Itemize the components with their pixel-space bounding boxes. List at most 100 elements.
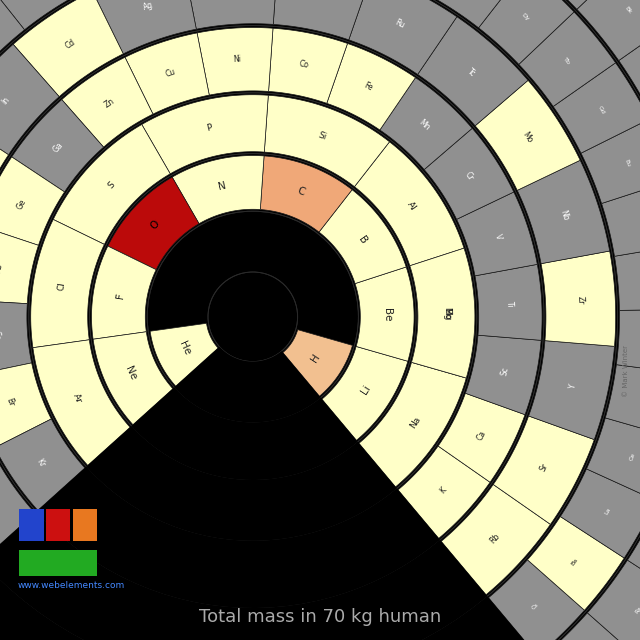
Polygon shape	[264, 95, 390, 187]
Polygon shape	[380, 77, 472, 170]
Polygon shape	[150, 323, 218, 386]
Polygon shape	[553, 63, 640, 153]
Polygon shape	[0, 0, 24, 67]
Text: Gd: Gd	[596, 105, 605, 115]
Polygon shape	[0, 300, 31, 376]
Polygon shape	[493, 416, 595, 524]
Polygon shape	[616, 309, 640, 374]
Polygon shape	[488, 560, 584, 640]
Polygon shape	[586, 418, 640, 500]
Text: Mn: Mn	[417, 118, 432, 132]
Text: F: F	[115, 292, 125, 300]
Polygon shape	[410, 248, 475, 378]
Polygon shape	[0, 363, 51, 447]
Text: Br: Br	[4, 397, 15, 408]
Polygon shape	[355, 142, 464, 266]
Text: H: H	[310, 352, 322, 364]
Polygon shape	[517, 160, 610, 264]
Polygon shape	[479, 0, 574, 65]
Polygon shape	[475, 81, 580, 190]
Polygon shape	[197, 28, 273, 95]
Polygon shape	[319, 189, 406, 284]
Polygon shape	[36, 467, 440, 608]
Text: Co: Co	[299, 59, 310, 70]
Polygon shape	[355, 267, 414, 361]
Text: Li: Li	[359, 383, 372, 396]
Text: Cs: Cs	[531, 602, 540, 611]
Polygon shape	[0, 511, 487, 640]
Text: S: S	[106, 180, 116, 190]
Text: Eu: Eu	[623, 159, 631, 168]
Text: Total mass in 70 kg human: Total mass in 70 kg human	[199, 608, 441, 626]
Text: Ag: Ag	[141, 0, 154, 12]
Text: C: C	[296, 186, 306, 197]
Polygon shape	[410, 248, 475, 378]
Text: Ba: Ba	[571, 557, 579, 566]
Polygon shape	[438, 393, 525, 483]
Polygon shape	[269, 28, 348, 103]
Polygon shape	[605, 365, 640, 439]
Text: Mg: Mg	[442, 307, 451, 320]
Polygon shape	[456, 192, 538, 276]
Polygon shape	[577, 0, 640, 61]
Polygon shape	[12, 100, 104, 192]
Polygon shape	[93, 332, 173, 425]
Polygon shape	[131, 387, 358, 480]
Polygon shape	[398, 446, 490, 538]
Text: In: In	[0, 95, 12, 107]
Text: N: N	[218, 180, 227, 191]
Polygon shape	[541, 251, 616, 346]
Text: Tc: Tc	[465, 67, 477, 78]
Polygon shape	[529, 340, 614, 440]
Polygon shape	[441, 484, 550, 595]
Polygon shape	[125, 33, 209, 114]
Text: B: B	[356, 234, 369, 246]
Polygon shape	[273, 0, 372, 40]
Text: Se: Se	[0, 331, 1, 340]
Text: Ra: Ra	[634, 605, 640, 615]
Text: Mo: Mo	[521, 131, 534, 145]
Bar	[73, 509, 97, 541]
Polygon shape	[0, 44, 60, 155]
Text: Fe: Fe	[362, 81, 374, 93]
Text: Ar: Ar	[71, 392, 83, 405]
Text: Rh: Rh	[312, 0, 324, 1]
Text: V: V	[493, 234, 503, 241]
Polygon shape	[519, 12, 616, 106]
Polygon shape	[61, 58, 153, 147]
Text: Bk: Bk	[624, 5, 633, 15]
Polygon shape	[172, 156, 264, 224]
Polygon shape	[0, 157, 65, 245]
Text: Be: Be	[382, 308, 392, 321]
Text: Cd: Cd	[64, 38, 77, 51]
Text: Dy: Dy	[520, 12, 530, 22]
Bar	[19, 509, 44, 541]
Polygon shape	[0, 0, 69, 30]
Polygon shape	[588, 560, 640, 640]
Polygon shape	[619, 17, 640, 118]
Text: Ni: Ni	[232, 55, 241, 65]
Text: Nb: Nb	[559, 209, 571, 222]
Text: O: O	[148, 219, 161, 232]
Text: www.webelements.com: www.webelements.com	[18, 581, 125, 590]
Polygon shape	[602, 180, 640, 256]
Text: P: P	[205, 123, 213, 133]
Polygon shape	[0, 116, 8, 224]
Polygon shape	[433, 0, 525, 28]
Text: Y: Y	[568, 383, 579, 390]
Text: Cu: Cu	[164, 67, 177, 79]
Text: Ge: Ge	[15, 197, 28, 211]
Polygon shape	[418, 17, 528, 126]
Polygon shape	[540, 613, 640, 640]
Text: Ru: Ru	[394, 17, 406, 30]
Polygon shape	[86, 426, 397, 541]
Polygon shape	[0, 614, 590, 640]
Polygon shape	[465, 335, 541, 415]
Polygon shape	[322, 346, 408, 440]
Polygon shape	[561, 469, 640, 558]
Polygon shape	[183, 0, 278, 29]
Polygon shape	[260, 156, 352, 232]
Text: Rb: Rb	[488, 531, 502, 545]
Polygon shape	[614, 244, 640, 310]
Polygon shape	[141, 95, 268, 174]
